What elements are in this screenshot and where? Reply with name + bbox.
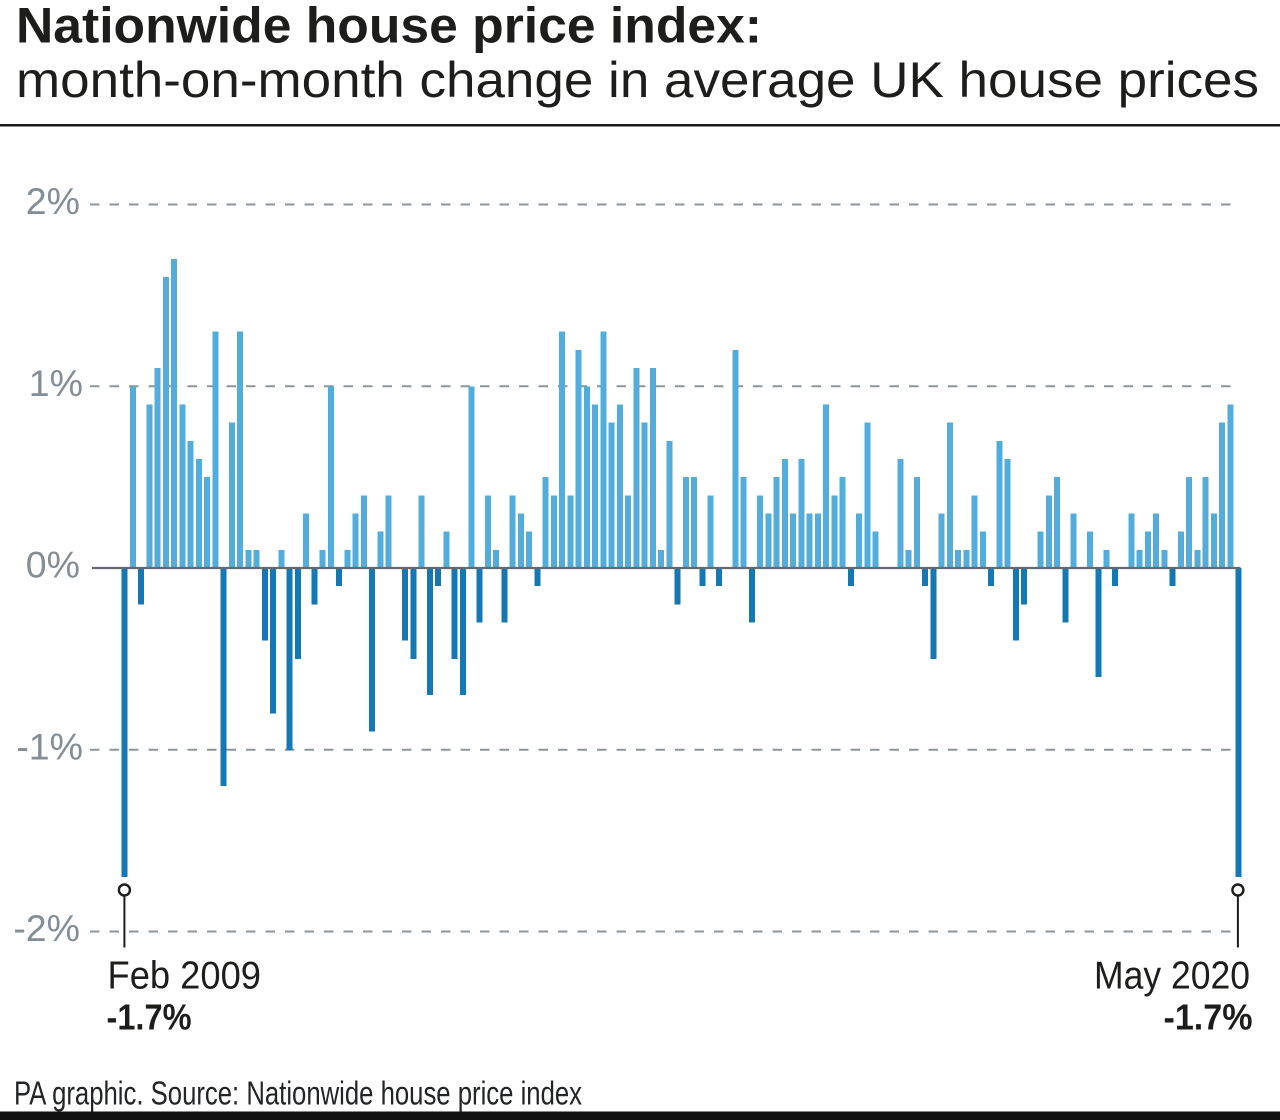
- svg-text:-2%: -2%: [13, 907, 80, 949]
- svg-text:-1.7%: -1.7%: [107, 997, 192, 1038]
- svg-text:-1%: -1%: [16, 725, 83, 767]
- svg-text:-1.7%: -1.7%: [1164, 997, 1253, 1038]
- svg-text:1%: 1%: [29, 362, 83, 404]
- svg-text:PA graphic. Source: Nationwide: PA graphic. Source: Nationwide house pri…: [14, 1075, 582, 1112]
- svg-text:Feb 2009: Feb 2009: [108, 955, 262, 998]
- svg-text:Nationwide house price index:: Nationwide house price index:: [16, 0, 762, 53]
- svg-text:0%: 0%: [26, 544, 80, 586]
- svg-text:month-on-month change in avera: month-on-month change in average UK hous…: [16, 52, 1259, 108]
- svg-text:May 2020: May 2020: [1094, 955, 1250, 998]
- svg-text:2%: 2%: [26, 180, 80, 222]
